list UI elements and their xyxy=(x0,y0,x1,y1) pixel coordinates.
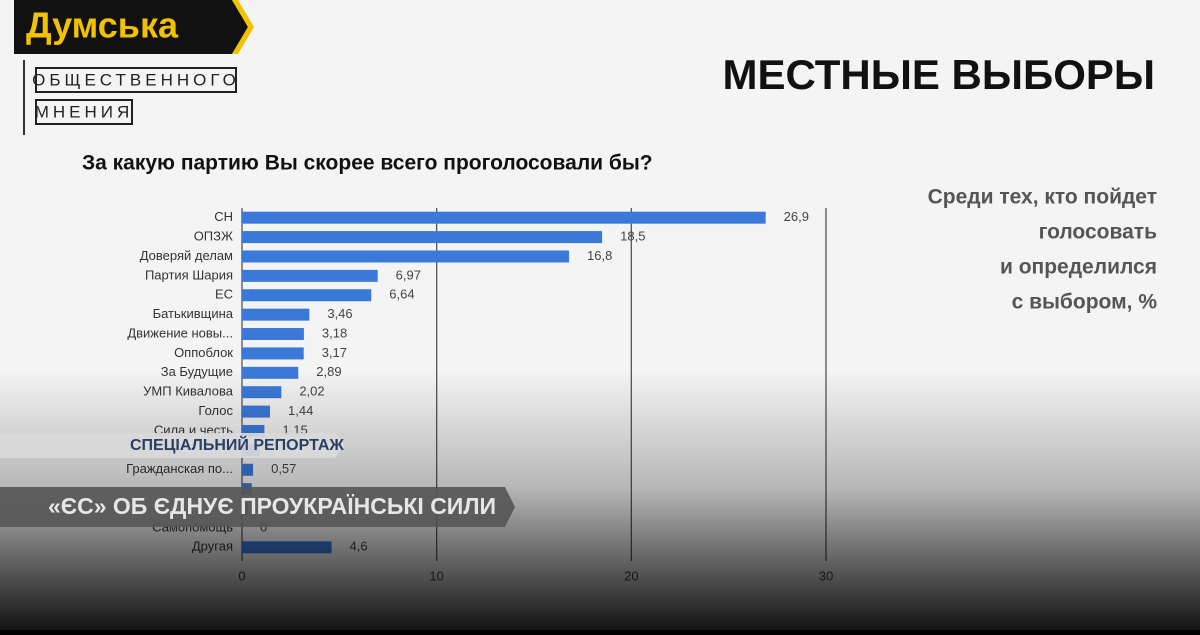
headline-banner xyxy=(0,487,515,527)
chart-subtitle: За какую партию Вы скорее всего проголос… xyxy=(82,152,653,175)
y-tick-label: Оппоблок xyxy=(174,345,233,360)
value-label: 3,17 xyxy=(322,345,347,360)
y-tick-label: Батькивщина xyxy=(153,306,234,321)
note-line: с выбором, % xyxy=(1012,291,1158,314)
value-label: 16,8 xyxy=(587,248,612,263)
note-line: Среди тех, кто пойдет xyxy=(928,186,1157,209)
tag-text: СПЕЦІАЛЬНИЙ РЕПОРТАЖ xyxy=(130,435,344,454)
value-label: 6,97 xyxy=(396,267,421,282)
value-label: 26,9 xyxy=(784,209,809,224)
brand-badge xyxy=(14,0,248,54)
bar xyxy=(242,289,372,302)
logo-text: МНЕНИЯ xyxy=(35,102,134,121)
y-tick-label: ОПЗЖ xyxy=(194,229,233,244)
value-label: 3,18 xyxy=(322,325,347,340)
bar xyxy=(242,250,570,263)
note-line: и определился xyxy=(1000,256,1157,279)
logo-box xyxy=(35,99,133,125)
tag-banner xyxy=(0,433,345,458)
bar xyxy=(242,308,310,321)
y-tick-label: СН xyxy=(214,209,233,224)
headline-text: «ЄС» ОБ ЄДНУЄ ПРОУКРАЇНСЬКІ СИЛИ xyxy=(48,493,496,519)
value-label: 18,5 xyxy=(620,229,645,244)
brand-text: Думська xyxy=(26,5,179,46)
bar xyxy=(242,328,304,341)
bar xyxy=(242,231,603,244)
bar xyxy=(242,269,378,282)
bar xyxy=(242,211,766,224)
note-line: голосовать xyxy=(1039,221,1157,244)
bar xyxy=(242,347,304,360)
y-tick-label: Доверяй делам xyxy=(140,248,233,263)
y-tick-label: Партия Шария xyxy=(145,267,233,282)
logo-box xyxy=(35,67,237,93)
y-tick-label: ЕС xyxy=(215,287,233,302)
value-label: 6,64 xyxy=(389,287,414,302)
value-label: 3,46 xyxy=(327,306,352,321)
logo-text: ОБЩЕСТВЕННОГО xyxy=(32,70,240,89)
chart-title: МЕСТНЫЕ ВЫБОРЫ xyxy=(722,51,1155,98)
brand-chevron xyxy=(232,0,254,54)
y-tick-label: Движение новы... xyxy=(127,325,233,340)
